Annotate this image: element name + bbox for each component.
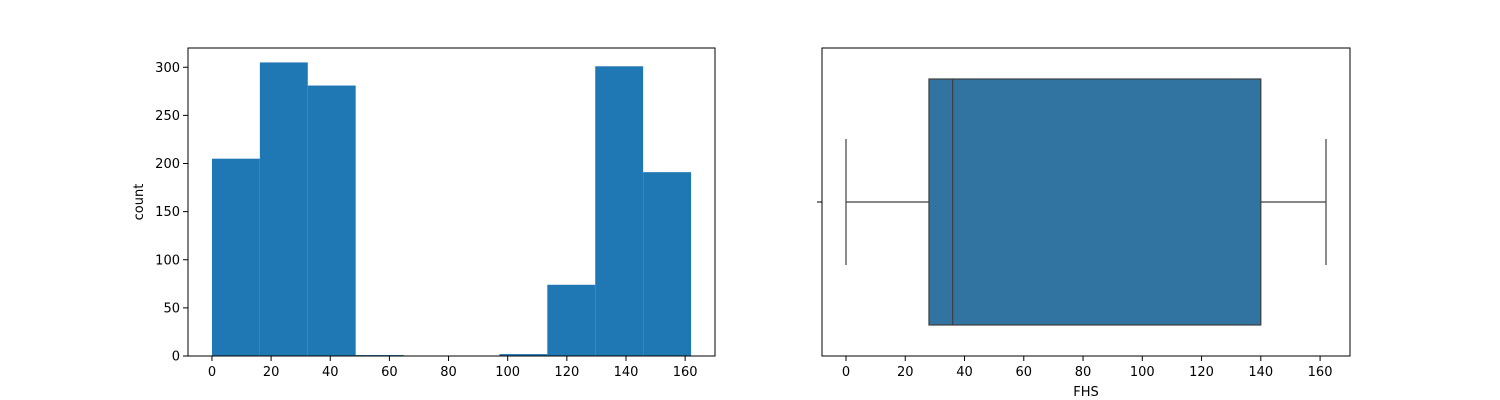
boxplot-x-tick-label: 0: [842, 365, 850, 380]
histogram-x-tick-label: 160: [673, 365, 698, 380]
histogram-bar: [643, 172, 692, 356]
histogram-x-tick-label: 120: [554, 365, 579, 380]
boxplot-box: [928, 78, 1262, 326]
histogram-y-axis: 0 50 100 150 200 250 300: [155, 61, 188, 365]
histogram-y-tick-label: 50: [163, 301, 180, 316]
histogram-bar: [307, 85, 356, 356]
histogram-x-tick-label: 40: [322, 365, 339, 380]
histogram-y-tick-label: 250: [155, 109, 180, 124]
histogram-bar: [547, 284, 596, 356]
histogram-x-tick-label: 140: [614, 365, 639, 380]
histogram-bar: [595, 66, 644, 356]
boxplot-x-axis: 0 20 40 60 80 100 120 140 160: [842, 356, 1333, 380]
histogram-x-tick-label: 80: [440, 365, 457, 380]
histogram-bar: [211, 158, 260, 356]
boxplot-x-tick-label: 20: [897, 365, 914, 380]
histogram-y-tick-label: 0: [172, 350, 180, 365]
histogram-x-axis: 0 20 40 60 80 100 120 140 160: [208, 356, 698, 380]
boxplot-x-label: FHS: [1073, 385, 1099, 400]
boxplot-x-tick-label: 40: [956, 365, 973, 380]
histogram-x-tick-label: 20: [263, 365, 280, 380]
boxplot-panel: 0 20 40 60 80 100 120 140 160 FHS: [817, 47, 1351, 400]
histogram-x-tick-label: 100: [495, 365, 520, 380]
histogram-frame: [187, 47, 716, 357]
histogram-y-tick-label: 200: [155, 157, 180, 172]
histogram-y-tick-label: 300: [155, 61, 180, 76]
histogram-y-tick-label: 100: [155, 253, 180, 268]
boxplot-x-tick-label: 60: [1016, 365, 1033, 380]
boxplot-x-tick-label: 160: [1308, 365, 1333, 380]
boxplot-marks: [845, 78, 1327, 326]
boxplot-x-tick-label: 140: [1248, 365, 1273, 380]
histogram-bars: [211, 62, 692, 356]
boxplot-x-tick-label: 120: [1189, 365, 1214, 380]
histogram-bar: [259, 62, 308, 356]
histogram-panel: 0 20 40 60 80 100 120 140 160 0 50 100 150 200 250 300…: [132, 47, 716, 380]
histogram-y-tick-label: 150: [155, 205, 180, 220]
histogram-x-tick-label: 60: [381, 365, 398, 380]
histogram-x-tick-label: 0: [208, 365, 216, 380]
boxplot-x-tick-label: 100: [1130, 365, 1155, 380]
histogram-bar: [499, 354, 548, 356]
boxplot-x-tick-label: 80: [1075, 365, 1092, 380]
histogram-y-label: count: [132, 184, 147, 221]
